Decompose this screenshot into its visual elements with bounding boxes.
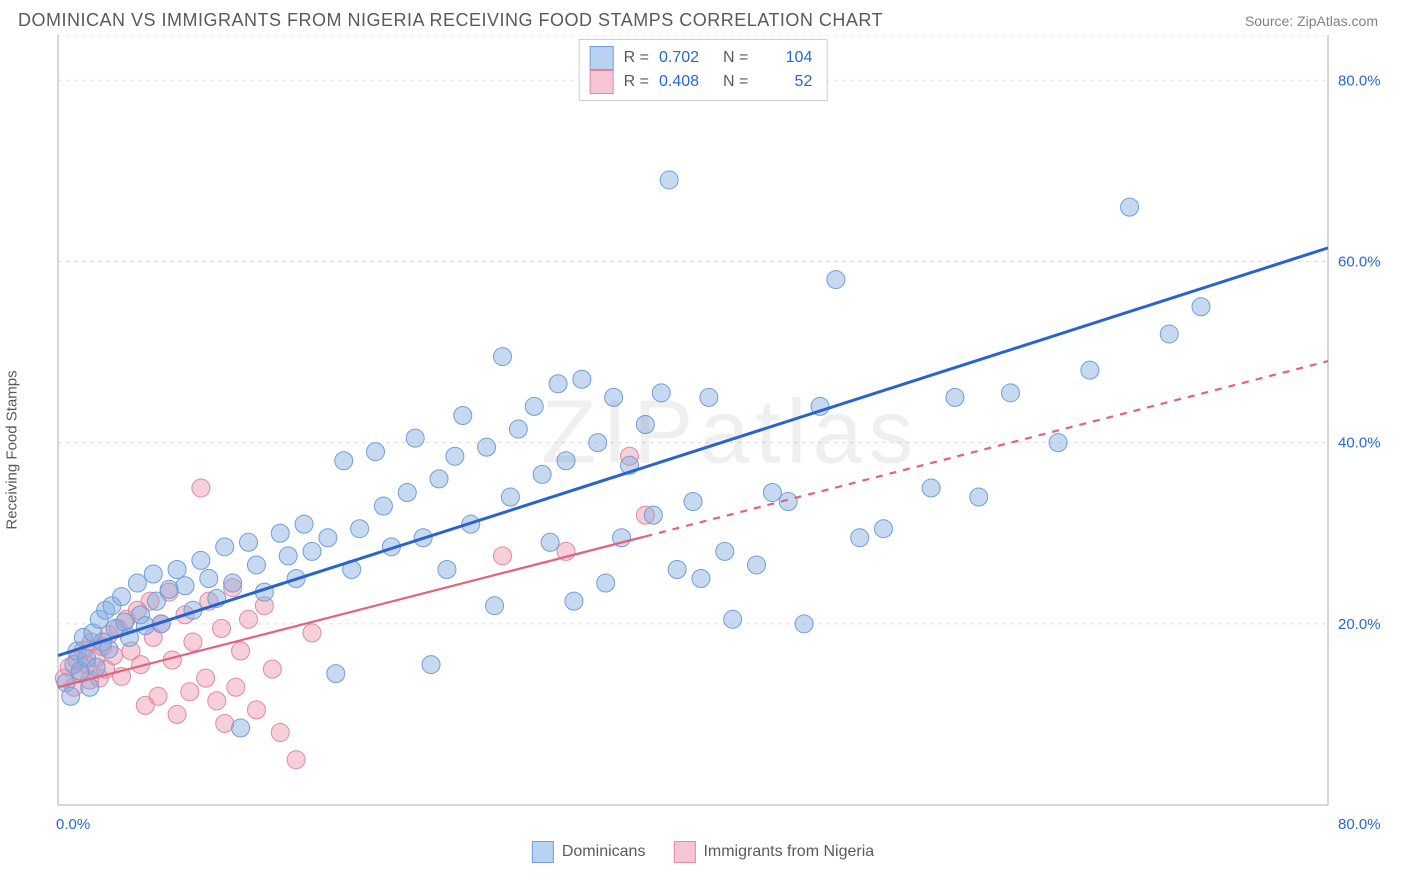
series-legend-item: Dominicans <box>532 841 646 863</box>
correlation-legend-row: R = 0.408 N = 52 <box>590 70 813 94</box>
legend-swatch <box>673 841 695 863</box>
source-link[interactable]: ZipAtlas.com <box>1297 13 1378 29</box>
legend-swatch <box>590 70 614 94</box>
scatter-chart: 20.0% 40.0% 60.0% 80.0% 0.0% 80.0% <box>18 35 1388 865</box>
r-label: R = <box>624 70 649 94</box>
r-value: 0.408 <box>659 70 713 94</box>
chart-title: DOMINICAN VS IMMIGRANTS FROM NIGERIA REC… <box>18 10 883 31</box>
series-legend-label: Dominicans <box>562 843 646 861</box>
n-value: 52 <box>758 70 812 94</box>
chart-header: DOMINICAN VS IMMIGRANTS FROM NIGERIA REC… <box>0 0 1406 35</box>
n-label: N = <box>723 70 748 94</box>
correlation-legend-row: R = 0.702 N = 104 <box>590 46 813 70</box>
source-prefix: Source: <box>1245 13 1297 29</box>
r-value: 0.702 <box>659 46 713 70</box>
chart-source: Source: ZipAtlas.com <box>1245 13 1378 29</box>
legend-swatch <box>590 46 614 70</box>
series-legend-label: Immigrants from Nigeria <box>703 843 874 861</box>
svg-text:80.0%: 80.0% <box>1338 72 1381 89</box>
svg-text:20.0%: 20.0% <box>1338 616 1381 633</box>
svg-text:0.0%: 0.0% <box>56 816 90 833</box>
r-label: R = <box>624 46 649 70</box>
y-axis-label: Receiving Food Stamps <box>4 370 21 529</box>
n-value: 104 <box>758 46 812 70</box>
chart-area: Receiving Food Stamps ZIPatlas 20.0%40.0… <box>18 35 1388 865</box>
correlation-legend: R = 0.702 N = 104 R = 0.408 N = 52 <box>579 39 828 101</box>
svg-text:60.0%: 60.0% <box>1338 253 1381 270</box>
legend-swatch <box>532 841 554 863</box>
series-legend: Dominicans Immigrants from Nigeria <box>532 841 874 863</box>
svg-text:40.0%: 40.0% <box>1338 435 1381 452</box>
n-label: N = <box>723 46 748 70</box>
svg-text:80.0%: 80.0% <box>1338 816 1381 833</box>
series-legend-item: Immigrants from Nigeria <box>673 841 874 863</box>
